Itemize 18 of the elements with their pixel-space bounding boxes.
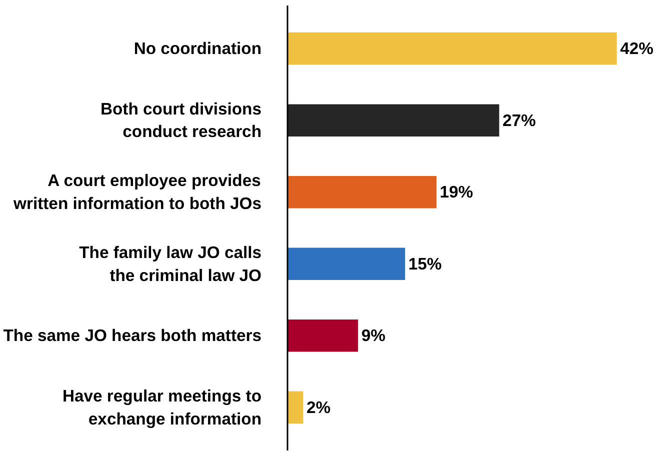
bar <box>288 248 406 280</box>
bar <box>288 320 358 352</box>
y-tick-label: A court employee provides written information to both JOs <box>12 171 262 214</box>
bar <box>288 391 304 424</box>
data-label: 19% <box>440 182 474 202</box>
data-label: 42% <box>620 39 654 58</box>
y-tick-label: Both court divisions conduct research <box>100 99 262 142</box>
data-label: 15% <box>408 254 442 274</box>
data-label: 9% <box>361 326 386 346</box>
bar <box>288 104 500 136</box>
y-tick-label: The same JO hears both matters <box>3 326 262 346</box>
data-label: 27% <box>502 110 536 130</box>
y-tick-label: Have regular meetings to exchange information <box>62 386 262 428</box>
y-tick-label: The family law JO calls the criminal law JO <box>79 242 262 285</box>
y-tick-label: No coordination <box>134 39 262 58</box>
bar <box>288 32 617 65</box>
data-label: 2% <box>306 398 331 417</box>
bar <box>288 176 436 208</box>
